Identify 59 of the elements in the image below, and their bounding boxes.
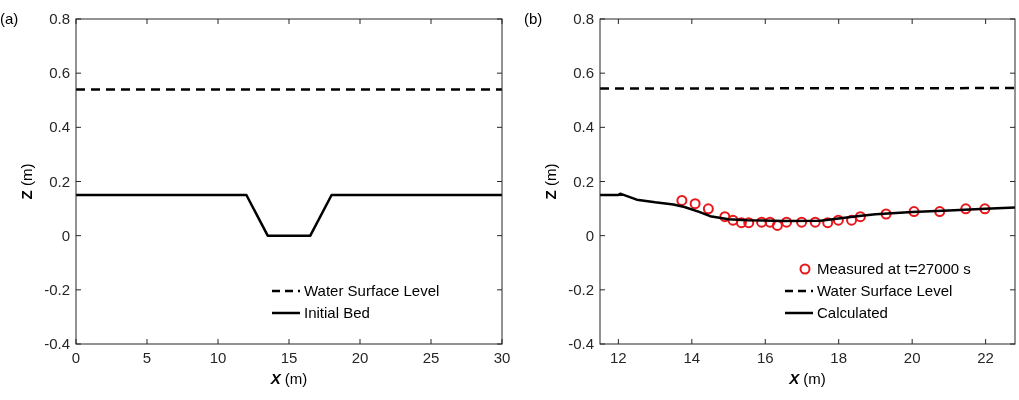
- point: [846, 214, 858, 226]
- y-tick-label: -0.2: [44, 280, 70, 298]
- x-tick-label: 20: [351, 349, 369, 366]
- point: [719, 211, 731, 223]
- y-tick-label: 0: [61, 226, 70, 244]
- point: [934, 206, 946, 218]
- point: [689, 198, 701, 210]
- x-tick-label: 14: [683, 349, 701, 366]
- x-tick-label: 15: [280, 349, 298, 366]
- point: [832, 214, 844, 226]
- x-tick-label: 25: [422, 349, 440, 366]
- legend-label: Water Surface Level: [304, 282, 440, 299]
- point: [676, 194, 688, 206]
- y-tick-label: 0.8: [573, 10, 594, 27]
- x-tick-label: 30: [493, 349, 511, 366]
- y-tick-label: 0.4: [573, 118, 594, 136]
- chart-title: (b): [524, 10, 543, 27]
- point: [735, 217, 747, 229]
- point: [854, 211, 866, 223]
- point: [822, 217, 834, 229]
- chart-title: (a): [0, 10, 19, 27]
- x-tick-label: 16: [756, 349, 774, 366]
- y-tick-label: 0.6: [573, 64, 594, 82]
- legend-label: Calculated: [817, 304, 888, 321]
- point: [727, 214, 739, 226]
- x-axis-title: X (m): [269, 370, 308, 387]
- legend-label: Initial Bed: [304, 304, 370, 321]
- x-tick-label: 18: [830, 349, 848, 366]
- x-tick-label: 5: [142, 349, 152, 366]
- x-tick-label: 12: [610, 349, 627, 366]
- y-tick-label: -0.4: [568, 335, 594, 352]
- point: [764, 216, 776, 228]
- x-tick-label: 20: [903, 349, 921, 366]
- y-tick-label: 0: [585, 226, 594, 244]
- point: [908, 206, 920, 218]
- x-tick-label: 0: [71, 349, 81, 366]
- point: [743, 217, 755, 229]
- y-tick-label: 0.6: [49, 64, 70, 82]
- point: [880, 208, 892, 220]
- x-axis-title: X (m): [788, 370, 826, 387]
- x-tick-label: 10: [209, 349, 227, 366]
- y-tick-label: 0.2: [573, 172, 594, 190]
- x-tick-label: 22: [977, 349, 994, 366]
- legend-label: Water Surface Level: [817, 282, 953, 299]
- point: [979, 203, 991, 215]
- point: [781, 216, 793, 228]
- y-tick-label: -0.4: [44, 335, 70, 352]
- y-axis-title: Z (m): [18, 163, 35, 200]
- y-tick-label: -0.2: [568, 280, 594, 298]
- point: [796, 216, 808, 228]
- point: [960, 203, 972, 215]
- y-tick-label: 0.2: [49, 172, 70, 190]
- y-axis-title: Z (m): [542, 163, 559, 200]
- point: [809, 216, 821, 228]
- point: [756, 216, 768, 228]
- y-tick-label: 0.8: [49, 10, 70, 27]
- y-tick-label: 0.4: [49, 118, 70, 136]
- legend-label: Measured at t=27000 s: [817, 260, 971, 277]
- point: [702, 203, 714, 215]
